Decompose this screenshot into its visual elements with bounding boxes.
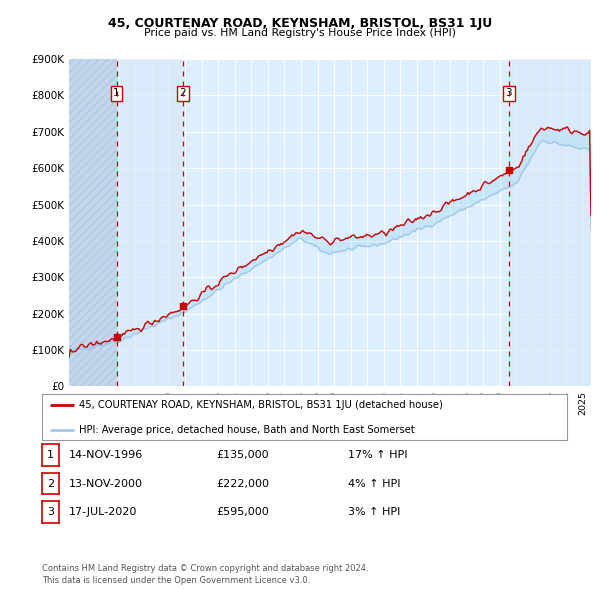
Text: 1: 1 [113,88,120,99]
Text: Contains HM Land Registry data © Crown copyright and database right 2024.
This d: Contains HM Land Registry data © Crown c… [42,565,368,585]
Text: HPI: Average price, detached house, Bath and North East Somerset: HPI: Average price, detached house, Bath… [79,425,415,435]
Text: 14-NOV-1996: 14-NOV-1996 [69,450,143,460]
Bar [69,59,116,386]
Bar [116,59,183,386]
Text: £222,000: £222,000 [216,478,269,489]
Text: 3% ↑ HPI: 3% ↑ HPI [348,507,400,517]
Text: 2: 2 [47,478,54,489]
Text: 1: 1 [47,450,54,460]
Text: Price paid vs. HM Land Registry's House Price Index (HPI): Price paid vs. HM Land Registry's House … [144,28,456,38]
Text: 4% ↑ HPI: 4% ↑ HPI [348,478,401,489]
Text: 2: 2 [179,88,186,99]
Text: 45, COURTENAY ROAD, KEYNSHAM, BRISTOL, BS31 1JU (detached house): 45, COURTENAY ROAD, KEYNSHAM, BRISTOL, B… [79,401,443,411]
Bar [509,59,591,386]
Text: £595,000: £595,000 [216,507,269,517]
Text: 3: 3 [505,88,512,99]
Text: 17% ↑ HPI: 17% ↑ HPI [348,450,407,460]
Text: 13-NOV-2000: 13-NOV-2000 [69,478,143,489]
Text: 3: 3 [47,507,54,517]
Text: 17-JUL-2020: 17-JUL-2020 [69,507,137,517]
Text: 45, COURTENAY ROAD, KEYNSHAM, BRISTOL, BS31 1JU: 45, COURTENAY ROAD, KEYNSHAM, BRISTOL, B… [108,17,492,30]
Text: £135,000: £135,000 [216,450,269,460]
